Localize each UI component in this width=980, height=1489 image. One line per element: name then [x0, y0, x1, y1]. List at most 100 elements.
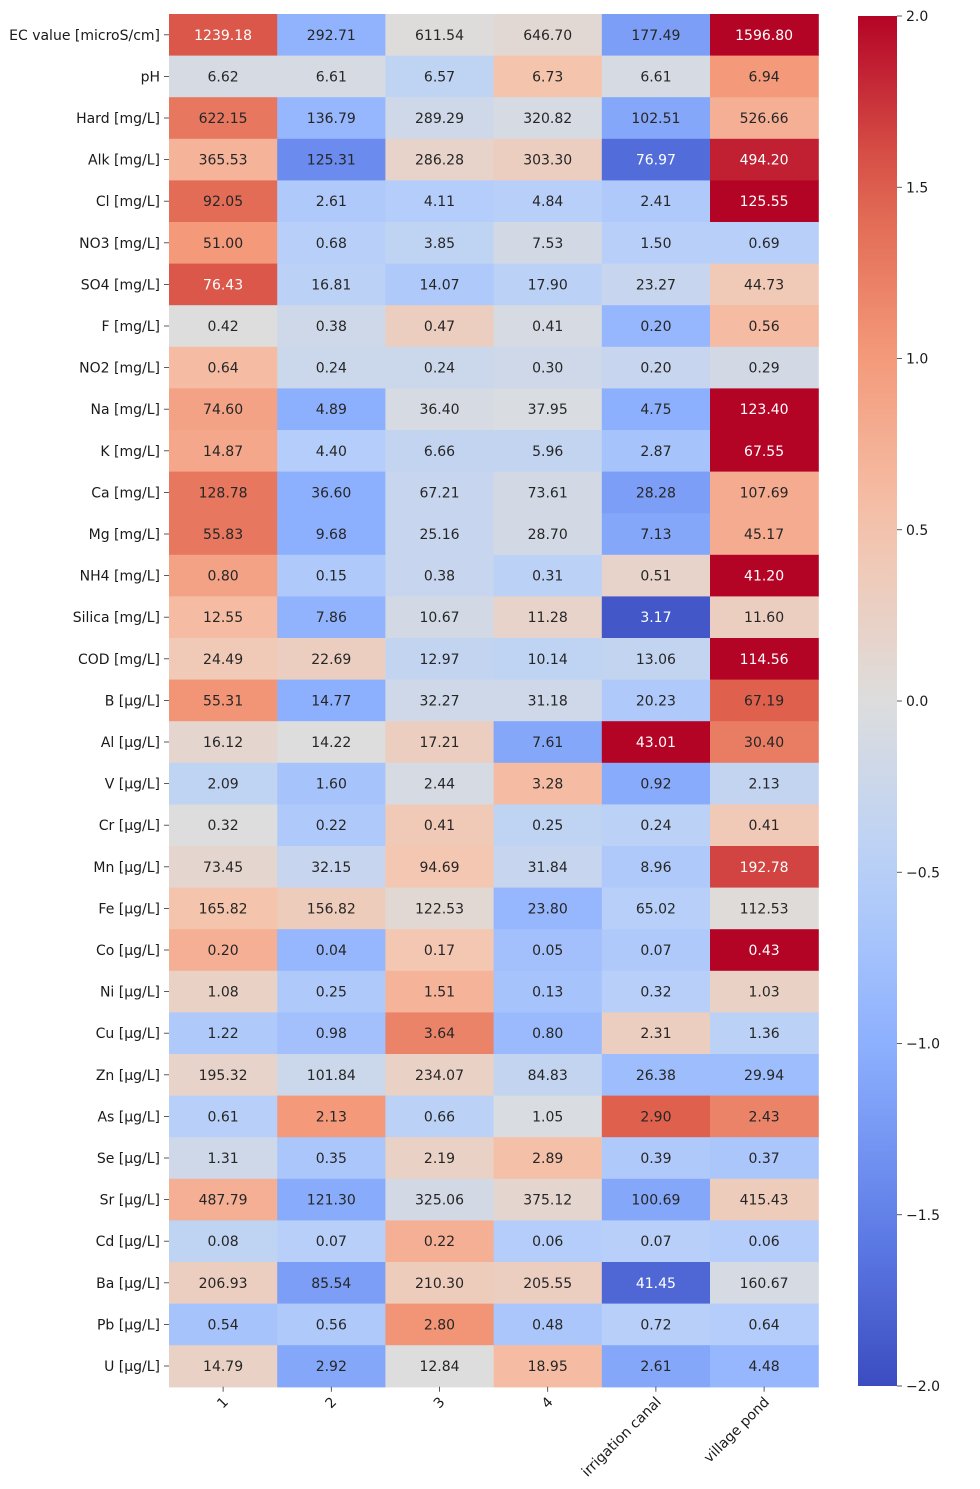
heatmap-cell	[493, 638, 603, 681]
heatmap-cell	[710, 222, 819, 265]
heatmap-cell	[710, 554, 819, 597]
cell-value-label: 121.30	[307, 1193, 356, 1209]
heatmap-cell	[710, 14, 819, 57]
row-label: Alk [mg/L]	[88, 153, 160, 169]
cell-value-label: 17.90	[528, 277, 568, 293]
heatmap-cell	[277, 388, 386, 431]
row-label: Cl [mg/L]	[96, 194, 160, 210]
heatmap-cell	[277, 263, 386, 306]
cell-value-label: 487.79	[199, 1193, 248, 1209]
colorbar-tick-label: 0.0	[906, 694, 928, 710]
cell-value-label: 622.15	[199, 111, 248, 127]
heatmap-cell	[277, 1095, 386, 1138]
heatmap-cell	[710, 97, 819, 140]
cell-value-label: 32.15	[311, 860, 351, 876]
heatmap-cell	[493, 1220, 603, 1263]
cell-value-label: 1.50	[640, 236, 671, 252]
heatmap-cell	[493, 14, 603, 57]
cell-value-label: 0.06	[532, 1234, 563, 1250]
heatmap-cell	[385, 55, 495, 98]
heatmap-cell	[277, 513, 386, 556]
heatmap-cell	[169, 138, 278, 181]
cell-value-label: 192.78	[740, 860, 789, 876]
colorbar-tick-label: −1.5	[906, 1208, 940, 1224]
cell-value-label: 4.11	[424, 194, 455, 210]
row-label: Sr [µg/L]	[100, 1193, 160, 1209]
heatmap-cell	[601, 762, 711, 805]
heatmap-cell	[493, 471, 603, 514]
cell-value-label: 31.18	[528, 693, 568, 709]
cell-value-label: 0.37	[749, 1151, 780, 1167]
cell-value-label: 2.89	[532, 1151, 563, 1167]
cell-value-label: 0.13	[532, 985, 563, 1001]
cell-value-label: 6.94	[749, 69, 780, 85]
heatmap-cell	[169, 638, 278, 681]
heatmap-cell	[493, 513, 603, 556]
colorbar-tick-label: −0.5	[906, 865, 940, 881]
heatmap-cell	[601, 1137, 711, 1180]
heatmap-cell	[601, 388, 711, 431]
row-label: Ca [mg/L]	[91, 485, 160, 501]
cell-value-label: 6.61	[316, 69, 347, 85]
cell-value-label: 12.97	[419, 652, 459, 668]
heatmap-cell	[385, 1303, 495, 1346]
heatmap-cell	[277, 1345, 386, 1388]
cell-value-label: 36.40	[419, 402, 459, 418]
heatmap-cell	[601, 846, 711, 889]
cell-value-label: 375.12	[523, 1193, 572, 1209]
cell-value-label: 0.07	[640, 943, 671, 959]
cell-value-label: 292.71	[307, 28, 356, 44]
cell-value-label: 0.64	[208, 361, 239, 377]
cell-value-label: 0.43	[749, 943, 780, 959]
cell-value-label: 0.15	[316, 569, 347, 585]
cell-value-label: 7.53	[532, 236, 563, 252]
row-label: Ba [µg/L]	[96, 1276, 160, 1292]
heatmap-cell	[601, 1012, 711, 1055]
cell-value-label: 0.32	[640, 985, 671, 1001]
cell-value-label: 2.90	[640, 1109, 671, 1125]
cell-value-label: 55.83	[203, 527, 243, 543]
heatmap-cell	[277, 97, 386, 140]
heatmap-cell	[601, 222, 711, 265]
heatmap-cell	[169, 1178, 278, 1221]
heatmap-cell	[493, 1345, 603, 1388]
heatmap-cell	[710, 887, 819, 930]
column-label: 4	[539, 1394, 557, 1412]
heatmap-cell	[169, 513, 278, 556]
heatmap-cell	[710, 138, 819, 181]
heatmap-cell	[277, 14, 386, 57]
cell-value-label: 4.48	[749, 1359, 780, 1375]
cell-value-label: 6.66	[424, 444, 455, 460]
heatmap-cell	[385, 138, 495, 181]
row-label: Al [µg/L]	[101, 735, 160, 751]
heatmap-cell	[277, 138, 386, 181]
heatmap-cell	[385, 638, 495, 681]
row-label: EC value [microS/cm]	[9, 28, 160, 44]
heatmap-cell	[710, 804, 819, 847]
heatmap-cell	[601, 305, 711, 348]
heatmap-cell	[710, 430, 819, 473]
column-label: 2	[323, 1394, 341, 1412]
heatmap-cell	[169, 55, 278, 98]
row-label: K [mg/L]	[100, 444, 160, 460]
colorbar-tick-label: 1.5	[906, 180, 928, 196]
cell-value-label: 0.42	[208, 319, 239, 335]
cell-value-label: 2.41	[640, 194, 671, 210]
heatmap-cell	[169, 887, 278, 930]
heatmap-cell	[493, 929, 603, 972]
heatmap-cell	[385, 388, 495, 431]
heatmap-cell	[493, 887, 603, 930]
heatmap-cell	[601, 55, 711, 98]
cell-value-label: 14.22	[311, 735, 351, 751]
heatmap-cell	[493, 846, 603, 889]
cell-value-label: 0.24	[316, 361, 347, 377]
colorbar-tick-label: 0.5	[906, 523, 928, 539]
heatmap-cell	[385, 679, 495, 722]
colorbar-tick-label: −1.0	[906, 1037, 940, 1053]
cell-value-label: 14.77	[311, 693, 351, 709]
cell-value-label: 114.56	[740, 652, 789, 668]
heatmap-cell	[601, 554, 711, 597]
heatmap-cell	[277, 762, 386, 805]
cell-value-label: 92.05	[203, 194, 243, 210]
heatmap-cell	[493, 970, 603, 1013]
